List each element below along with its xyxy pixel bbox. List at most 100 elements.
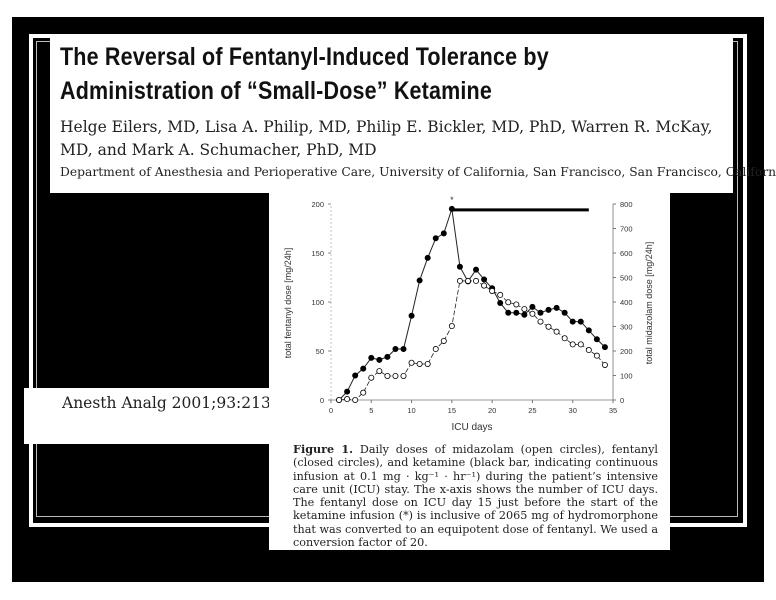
fentanyl-point — [601, 344, 608, 351]
y-tick-label: 200 — [311, 200, 324, 209]
title-line-2: Administration of “Small-Dose” Ketamine — [60, 77, 493, 105]
x-tick-label: 0 — [329, 406, 333, 415]
caption-text: Daily doses of midazolam (open circles),… — [293, 443, 658, 550]
fentanyl-point — [376, 356, 383, 363]
y-axis-label: total fentanyl dose [mg/24h] — [283, 248, 293, 359]
midazolam-point — [561, 335, 568, 342]
citation-box: Anesth Analg 2001;93:213–4 — [24, 388, 288, 444]
fentanyl-point — [352, 372, 359, 379]
fentanyl-point — [448, 205, 455, 212]
midazolam-point — [529, 310, 536, 317]
midazolam-point — [344, 396, 351, 403]
y2-tick-label: 500 — [620, 274, 633, 283]
midazolam-point — [473, 277, 480, 284]
y2-tick-label: 0 — [620, 396, 624, 405]
y-tick-label: 100 — [311, 298, 324, 307]
x-tick-label: 5 — [369, 406, 373, 415]
midazolam-point — [352, 396, 359, 403]
fentanyl-point — [481, 276, 488, 283]
fentanyl-line — [338, 208, 606, 401]
authors: Helge Eilers, MD, Lisa A. Philip, MD, Ph… — [60, 118, 713, 159]
midazolam-point — [360, 389, 367, 396]
midazolam-point — [464, 277, 471, 284]
midazolam-point — [489, 287, 496, 294]
midazolam-point — [384, 372, 391, 379]
midazolam-point — [601, 361, 608, 368]
midazolam-point — [400, 372, 407, 379]
midazolam-point — [408, 359, 415, 366]
fentanyl-point — [529, 303, 536, 310]
fentanyl-point — [440, 230, 447, 237]
midazolam-point — [505, 299, 512, 306]
x-tick-label: 30 — [569, 406, 577, 415]
title-line-1: The Reversal of Fentanyl-Induced Toleran… — [60, 43, 549, 71]
fentanyl-point — [344, 388, 351, 395]
fentanyl-point — [553, 304, 560, 311]
midazolam-line — [339, 280, 606, 401]
y2-tick-label: 300 — [620, 323, 633, 332]
fentanyl-point — [593, 336, 600, 343]
fentanyl-point — [408, 312, 415, 319]
midazolam-point — [416, 360, 423, 367]
fentanyl-point — [432, 235, 439, 242]
article-title: The Reversal of Fentanyl-Induced Toleran… — [60, 40, 549, 108]
x-tick-label: 20 — [488, 406, 496, 415]
midazolam-point — [545, 323, 552, 330]
fentanyl-point — [368, 354, 375, 361]
y-tick-label: 150 — [311, 249, 324, 258]
midazolam-point — [368, 374, 375, 381]
fentanyl-point — [537, 309, 544, 316]
midazolam-point — [336, 396, 343, 403]
y2-tick-label: 400 — [620, 298, 633, 307]
fentanyl-point — [505, 309, 512, 316]
fentanyl-point — [392, 346, 399, 353]
affiliation: Department of Anesthesia and Perioperati… — [60, 165, 776, 179]
midazolam-point — [432, 346, 439, 353]
fentanyl-point — [577, 318, 584, 325]
y2-tick-label: 600 — [620, 249, 633, 258]
fentanyl-point — [416, 277, 423, 284]
fentanyl-point — [424, 254, 431, 261]
y2-tick-label: 100 — [620, 372, 633, 381]
infusion-start-asterisk: * — [450, 195, 454, 205]
fentanyl-point — [497, 299, 504, 306]
fentanyl-point — [456, 263, 463, 270]
article-header: The Reversal of Fentanyl-Induced Toleran… — [50, 36, 776, 193]
midazolam-point — [440, 337, 447, 344]
midazolam-point — [585, 347, 592, 354]
y2-tick-label: 700 — [620, 225, 633, 234]
x-tick-label: 15 — [448, 406, 456, 415]
x-tick-label: 10 — [407, 406, 415, 415]
midazolam-point — [392, 372, 399, 379]
midazolam-point — [569, 341, 576, 348]
midazolam-point — [513, 301, 520, 308]
y-tick-label: 0 — [320, 396, 324, 405]
midazolam-point — [537, 318, 544, 325]
y2-axis-label: total midazolam dose [mg/24h] — [644, 242, 654, 365]
midazolam-point — [521, 306, 528, 313]
fentanyl-point — [360, 365, 367, 372]
x-tick-label: 35 — [609, 406, 617, 415]
chart: 0 5 10 15 20 25 30 3505010015020001002003004005… — [283, 195, 654, 433]
midazolam-point — [497, 291, 504, 298]
midazolam-point — [448, 323, 455, 330]
midazolam-point — [424, 360, 431, 367]
y2-tick-label: 200 — [620, 347, 633, 356]
x-tick-label: 25 — [528, 406, 536, 415]
figure: 0 5 10 15 20 25 30 35 0 50 100 150 200 0 100 200 300 400 5… — [269, 193, 670, 550]
y-tick-label: 50 — [316, 347, 324, 356]
midazolam-point — [553, 328, 560, 335]
fentanyl-point — [384, 353, 391, 360]
fentanyl-point — [521, 311, 528, 318]
fentanyl-point — [585, 327, 592, 334]
caption-label: Figure 1. — [293, 442, 354, 456]
midazolam-point — [456, 277, 463, 284]
fentanyl-point — [400, 346, 407, 353]
fentanyl-point — [513, 309, 520, 316]
fentanyl-point — [473, 266, 480, 273]
fentanyl-point — [561, 309, 568, 316]
figure-caption: Figure 1. Daily doses of midazolam (open… — [293, 442, 658, 550]
fentanyl-point — [569, 318, 576, 325]
x-axis-label: ICU days — [451, 422, 492, 433]
y2-tick-label: 800 — [620, 200, 633, 209]
